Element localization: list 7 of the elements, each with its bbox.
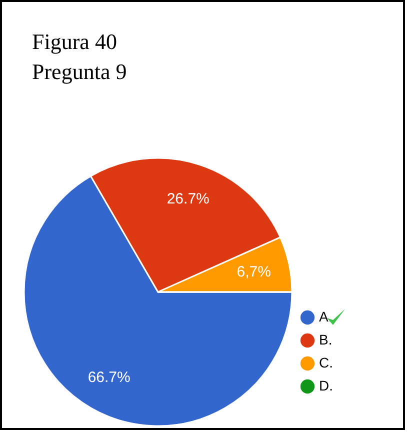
legend-label: B.: [319, 332, 332, 348]
data-label: 6,7%: [236, 264, 271, 281]
chart-title: Figura 40 Pregunta 9: [32, 29, 127, 84]
data-label: 66.7%: [88, 368, 130, 386]
data-label: 26.7%: [166, 190, 210, 208]
legend-label: C.: [319, 354, 333, 370]
legend-label: D.: [319, 378, 333, 394]
